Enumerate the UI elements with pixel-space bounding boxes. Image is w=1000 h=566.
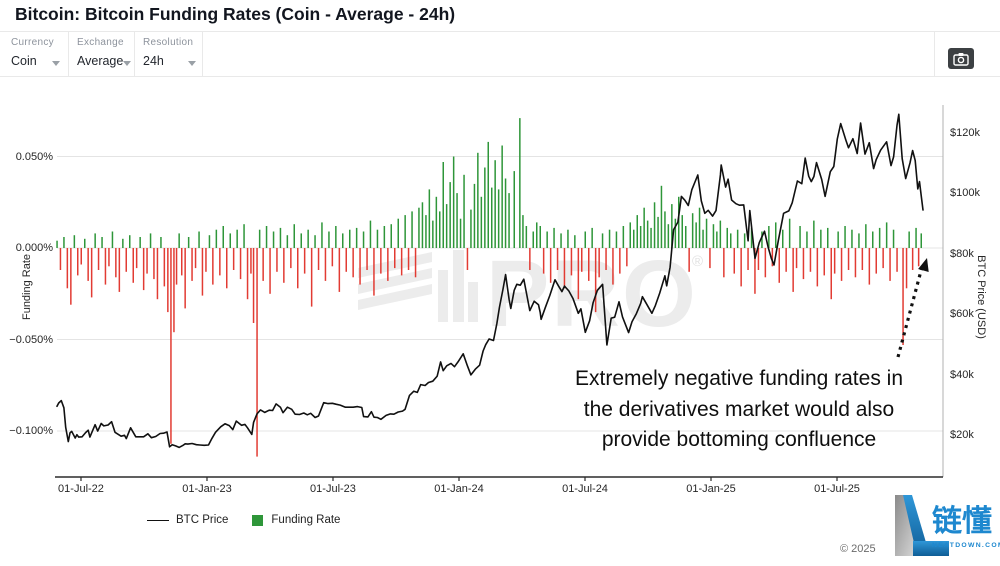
resolution-value: 24h [143, 54, 164, 68]
brand-name-cn: 链懂 [932, 504, 992, 538]
watermark-text: PRO [486, 241, 698, 347]
y-right-tick-label: $60k [950, 308, 974, 321]
btc-price-line-swatch [147, 519, 169, 521]
svg-text:®: ® [692, 253, 703, 270]
y-axis-title-left: Funding Rate [21, 253, 33, 321]
y-axis-title-right: BTC Price (USD) [975, 255, 987, 339]
annotation-arrow [896, 266, 924, 358]
x-tick-label: 01-Jul-25 [814, 483, 860, 495]
chevron-down-icon [188, 61, 196, 66]
y-right-tick-label: $100k [950, 187, 980, 200]
y-right-tick-label: $120k [950, 127, 980, 139]
annotation-line-1: Extremely negative funding rates in [574, 367, 903, 390]
y-left-tick-label: 0.000% [15, 242, 53, 254]
chart-legend: BTC Price Funding Rate [147, 514, 340, 526]
legend-label-btc-price: BTC Price [176, 514, 229, 526]
y-right-tick-label: $20k [950, 429, 974, 441]
brand-l-mark [895, 495, 949, 556]
copyright: © 2025 [840, 543, 876, 555]
currency-value: Coin [11, 54, 37, 68]
exchange-label: Exchange [77, 37, 124, 48]
funding-rate-swatch [252, 514, 264, 526]
annotation-arrowhead [918, 258, 929, 272]
exchange-dropdown[interactable]: Exchange Average [68, 32, 135, 76]
x-tick-label: 01-Jul-23 [310, 483, 356, 495]
annotation-line-3: provide bottoming confluence [601, 428, 877, 451]
resolution-label: Resolution [143, 37, 194, 48]
x-tick-label: 01-Jan-23 [182, 483, 232, 495]
y-right-tick-label: $80k [950, 247, 974, 260]
brand-domain: NEATDOWN.COM [932, 542, 1000, 549]
watermark-logo: PRO® [358, 241, 703, 347]
currency-dropdown[interactable]: Currency Coin [0, 32, 69, 76]
resolution-dropdown[interactable]: Resolution 24h [134, 32, 203, 76]
toolbar-divider [934, 32, 935, 76]
page-title: Bitcoin: Bitcoin Funding Rates (Coin - A… [15, 4, 456, 24]
annotation-line-2: the derivatives market would also [583, 397, 895, 421]
y-left-tick-label: 0.050% [15, 150, 53, 163]
x-tick-label: 01-Jan-25 [686, 483, 736, 495]
chevron-down-icon [52, 61, 60, 66]
annotation-text: Extremely negative funding rates in the … [537, 364, 941, 456]
screenshot-button[interactable] [948, 48, 974, 69]
camera-icon [953, 52, 969, 66]
toolbar: Currency Coin Exchange Average Resolutio… [0, 31, 1000, 77]
legend-label-funding-rate: Funding Rate [271, 514, 341, 526]
currency-label: Currency [11, 37, 54, 48]
chevron-down-icon [123, 61, 131, 66]
y-right-tick-label: $40k [950, 368, 974, 381]
brand-logo[interactable]: 链懂 NEATDOWN.COM [884, 493, 1000, 566]
x-tick-label: 01-Jan-24 [434, 483, 484, 495]
y-left-tick-label: −0.050% [9, 333, 53, 346]
exchange-value: Average [77, 54, 124, 68]
x-tick-label: 01-Jul-24 [562, 483, 608, 495]
x-tick-label: 01-Jul-22 [58, 483, 104, 495]
y-left-tick-label: −0.100% [9, 425, 53, 437]
